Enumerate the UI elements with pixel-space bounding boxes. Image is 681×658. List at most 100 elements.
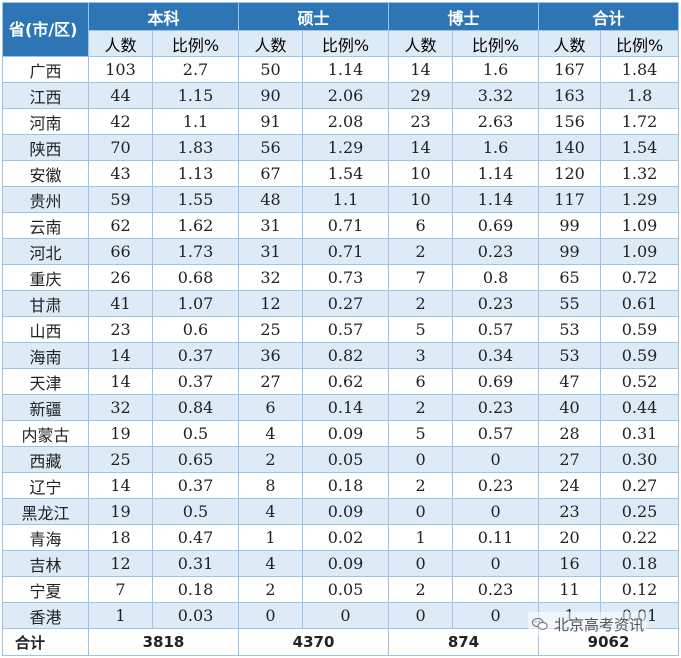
- ratio-cell: 0.11: [452, 524, 540, 551]
- count-cell: 2: [388, 238, 454, 265]
- table-row: 辽宁 14 0.37 8 0.18 2 0.23 24 0.27: [2, 472, 680, 499]
- province-name: 青海: [2, 524, 89, 551]
- subheader-count: 人数: [88, 30, 153, 57]
- ratio-cell: 0.23: [452, 576, 540, 603]
- count-cell: 99: [538, 212, 602, 239]
- ratio-cell: 0.14: [302, 394, 390, 421]
- count-cell: 1: [388, 524, 454, 551]
- count-cell: 7: [88, 576, 153, 603]
- ratio-cell: 0.09: [302, 420, 390, 447]
- table-row: 宁夏 7 0.18 2 0.05 2 0.23 11 0.12: [2, 576, 680, 603]
- province-name: 西藏: [2, 446, 89, 473]
- table-row: 青海 18 0.47 1 0.02 1 0.11 20 0.22: [2, 524, 680, 551]
- ratio-cell: 1.32: [600, 160, 680, 187]
- ratio-cell: 1.6: [452, 134, 540, 161]
- ratio-cell: 0.65: [151, 446, 240, 473]
- ratio-cell: 0.72: [600, 264, 680, 291]
- province-name: 甘肃: [2, 290, 89, 317]
- ratio-cell: 0.59: [600, 342, 680, 369]
- count-cell: 2: [388, 576, 454, 603]
- count-cell: 31: [238, 238, 304, 265]
- count-cell: 10: [388, 186, 454, 213]
- ratio-cell: 0.47: [151, 524, 240, 551]
- ratio-cell: 0: [452, 498, 540, 525]
- ratio-cell: 1.54: [600, 134, 680, 161]
- ratio-cell: 0.44: [600, 394, 680, 421]
- ratio-cell: 1.62: [151, 212, 240, 239]
- table-row: 重庆 26 0.68 32 0.73 7 0.8 65 0.72: [2, 264, 680, 291]
- ratio-cell: 0: [302, 602, 390, 629]
- count-cell: 18: [88, 524, 153, 551]
- province-name: 云南: [2, 212, 89, 239]
- count-cell: 3: [388, 342, 454, 369]
- ratio-cell: 1.72: [600, 108, 680, 135]
- ratio-cell: 1.29: [600, 186, 680, 213]
- table-row: 河北 66 1.73 31 0.71 2 0.23 99 1.09: [2, 238, 680, 265]
- count-cell: 47: [538, 368, 602, 395]
- ratio-cell: 0.18: [600, 550, 680, 577]
- count-cell: 14: [88, 472, 153, 499]
- ratio-cell: 0: [452, 550, 540, 577]
- ratio-cell: 0.23: [452, 394, 540, 421]
- ratio-cell: 1.1: [302, 186, 390, 213]
- count-cell: 167: [538, 56, 602, 83]
- province-name: 吉林: [2, 550, 89, 577]
- count-cell: 12: [238, 290, 304, 317]
- count-cell: 4: [238, 498, 304, 525]
- count-cell: 41: [88, 290, 153, 317]
- ratio-cell: 1.09: [600, 212, 680, 239]
- ratio-cell: 0.23: [452, 472, 540, 499]
- province-name: 安徽: [2, 160, 89, 187]
- table-row: 山西 23 0.6 25 0.57 5 0.57 53 0.59: [2, 316, 680, 343]
- ratio-cell: 0.30: [600, 446, 680, 473]
- count-cell: 0: [388, 550, 454, 577]
- count-cell: 25: [238, 316, 304, 343]
- count-cell: 67: [238, 160, 304, 187]
- table-row: 新疆 32 0.84 6 0.14 2 0.23 40 0.44: [2, 394, 680, 421]
- ratio-cell: 0.5: [151, 420, 240, 447]
- count-cell: 2: [388, 472, 454, 499]
- count-cell: 6: [238, 394, 304, 421]
- ratio-cell: 1.14: [452, 160, 540, 187]
- ratio-cell: 0.73: [302, 264, 390, 291]
- ratio-cell: 0.59: [600, 316, 680, 343]
- count-cell: 8: [238, 472, 304, 499]
- count-cell: 62: [88, 212, 153, 239]
- ratio-cell: 0.18: [302, 472, 390, 499]
- ratio-cell: 0.23: [452, 238, 540, 265]
- count-cell: 23: [388, 108, 454, 135]
- ratio-cell: 1.07: [151, 290, 240, 317]
- count-cell: 23: [538, 498, 602, 525]
- ratio-cell: 0.68: [151, 264, 240, 291]
- province-name: 河北: [2, 238, 89, 265]
- province-name: 海南: [2, 342, 89, 369]
- subheader-count: 人数: [388, 30, 454, 57]
- watermark-text: 北京高考资讯: [554, 615, 645, 634]
- count-cell: 29: [388, 82, 454, 109]
- count-cell: 66: [88, 238, 153, 265]
- ratio-cell: 0.31: [600, 420, 680, 447]
- subheader-ratio: 比例%: [600, 30, 680, 57]
- count-cell: 14: [388, 134, 454, 161]
- ratio-cell: 0.37: [151, 368, 240, 395]
- table-row: 吉林 12 0.31 4 0.09 0 0 16 0.18: [2, 550, 680, 577]
- province-name: 陕西: [2, 134, 89, 161]
- count-cell: 27: [538, 446, 602, 473]
- count-cell: 7: [388, 264, 454, 291]
- count-cell: 0: [388, 498, 454, 525]
- subheader-ratio: 比例%: [151, 30, 240, 57]
- total-bachelor: 3818: [87, 628, 240, 656]
- count-cell: 36: [238, 342, 304, 369]
- ratio-cell: 0.62: [302, 368, 390, 395]
- wechat-icon: [531, 617, 548, 630]
- ratio-cell: 3.32: [452, 82, 540, 109]
- ratio-cell: 1.14: [302, 56, 390, 83]
- ratio-cell: 0.31: [151, 550, 240, 577]
- total-doctor: 874: [388, 628, 540, 656]
- province-name: 河南: [2, 108, 89, 135]
- count-cell: 99: [538, 238, 602, 265]
- province-name: 新疆: [2, 394, 89, 421]
- ratio-cell: 0.27: [600, 472, 680, 499]
- ratio-cell: 0.37: [151, 342, 240, 369]
- count-cell: 140: [538, 134, 602, 161]
